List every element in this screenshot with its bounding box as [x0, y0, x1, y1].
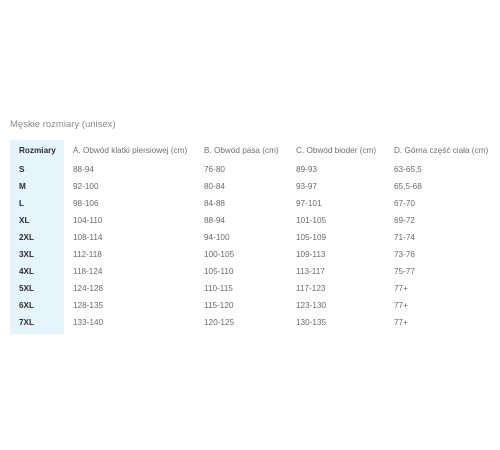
- size-label: 5XL: [10, 280, 64, 297]
- upper-body-value: 69-72: [394, 216, 415, 225]
- size-label: 3XL: [10, 246, 64, 263]
- chart-title: Męskie rozmiary (unisex): [10, 119, 116, 130]
- upper-body-value: 73-76: [394, 250, 415, 259]
- upper-body-value: 77+: [394, 284, 408, 293]
- waist-value: 94-100: [204, 233, 230, 242]
- header-row: Rozmiary A. Obwód klatki piersiowej (cm)…: [10, 140, 494, 161]
- table-row: 5XL 124-128 110-115 117-123 77+: [10, 280, 494, 297]
- chest-value: 92-100: [73, 182, 99, 191]
- chest-value: 98-106: [73, 199, 99, 208]
- chest-value: 118-124: [73, 267, 103, 276]
- size-table: Rozmiary A. Obwód klatki piersiowej (cm)…: [10, 140, 494, 334]
- table-row: M 92-100 80-84 93-97 65,5-68: [10, 178, 494, 195]
- upper-body-value: 71-74: [394, 233, 415, 242]
- hips-value: 97-101: [296, 199, 322, 208]
- size-label: XL: [10, 212, 64, 229]
- table-row: 4XL 118-124 105-110 113-117 75-77: [10, 263, 494, 280]
- table-row: 3XL 112-118 100-105 109-113 73-76: [10, 246, 494, 263]
- table-row: 6XL 128-135 115-120 123-130 77+: [10, 297, 494, 314]
- header-size: Rozmiary: [10, 140, 64, 161]
- table-row: L 98-106 84-88 97-101 67-70: [10, 195, 494, 212]
- upper-body-value: 77+: [394, 301, 408, 310]
- header-waist: B. Obwód pasa (cm): [204, 146, 279, 155]
- size-label: 4XL: [10, 263, 64, 280]
- size-chart: Męskie rozmiary (unisex) Rozmiary A. Obw…: [10, 119, 494, 334]
- table-bottom-padding: [10, 331, 494, 334]
- waist-value: 80-84: [204, 182, 225, 191]
- table-row: 2XL 108-114 94-100 105-109 71-74: [10, 229, 494, 246]
- table-row: S 88-94 76-80 89-93 63-65,5: [10, 161, 494, 178]
- chest-value: 88-94: [73, 165, 94, 174]
- size-column-padding: [10, 331, 64, 334]
- upper-body-value: 63-65,5: [394, 165, 422, 174]
- chest-value: 108-114: [73, 233, 103, 242]
- upper-body-value: 77+: [394, 318, 408, 327]
- chest-value: 112-118: [73, 250, 102, 259]
- size-label: 6XL: [10, 297, 64, 314]
- waist-value: 88-94: [204, 216, 225, 225]
- hips-value: 113-117: [296, 267, 325, 276]
- chest-value: 133-140: [73, 318, 104, 327]
- size-label: L: [10, 195, 64, 212]
- hips-value: 105-109: [296, 233, 327, 242]
- size-label: 2XL: [10, 229, 64, 246]
- table-row: 7XL 133-140 120-125 130-135 77+: [10, 314, 494, 331]
- waist-value: 110-115: [204, 284, 233, 293]
- hips-value: 109-113: [296, 250, 326, 259]
- chest-value: 128-135: [73, 301, 104, 310]
- upper-body-value: 65,5-68: [394, 182, 422, 191]
- header-hips: C. Obwód bioder (cm): [296, 146, 377, 155]
- hips-value: 93-97: [296, 182, 317, 191]
- header-upper-body: D. Górna część ciała (cm): [394, 146, 489, 155]
- size-label: S: [10, 161, 64, 178]
- size-label: M: [10, 178, 64, 195]
- waist-value: 105-110: [204, 267, 234, 276]
- hips-value: 123-130: [296, 301, 327, 310]
- chest-value: 104-110: [73, 216, 103, 225]
- hips-value: 89-93: [296, 165, 317, 174]
- waist-value: 115-120: [204, 301, 234, 310]
- hips-value: 117-123: [296, 284, 326, 293]
- waist-value: 100-105: [204, 250, 235, 259]
- hips-value: 130-135: [296, 318, 327, 327]
- waist-value: 84-88: [204, 199, 225, 208]
- waist-value: 76-80: [204, 165, 225, 174]
- header-chest: A. Obwód klatki piersiowej (cm): [73, 146, 188, 155]
- chest-value: 124-128: [73, 284, 104, 293]
- hips-value: 101-105: [296, 216, 327, 225]
- size-label: 7XL: [10, 314, 64, 331]
- table-row: XL 104-110 88-94 101-105 69-72: [10, 212, 494, 229]
- upper-body-value: 67-70: [394, 199, 415, 208]
- waist-value: 120-125: [204, 318, 235, 327]
- upper-body-value: 75-77: [394, 267, 415, 276]
